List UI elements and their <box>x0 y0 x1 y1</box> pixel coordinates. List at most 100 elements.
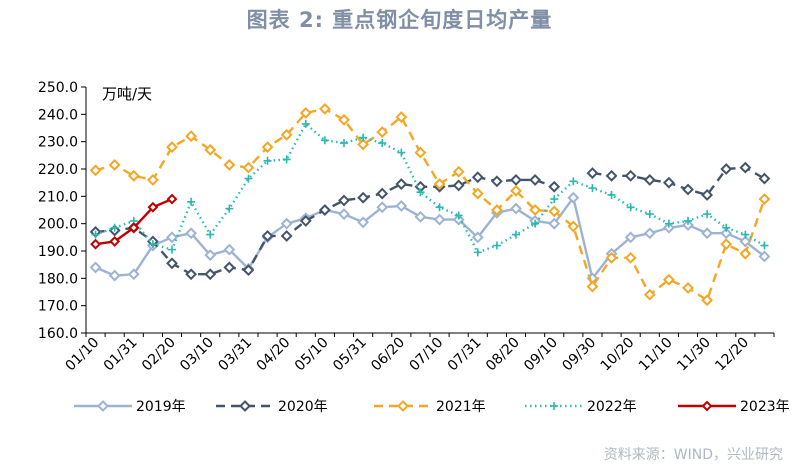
x-tick-label: 09/10 <box>521 335 561 375</box>
data-point-2020 <box>624 169 637 182</box>
data-point-2019 <box>414 210 427 223</box>
data-point-2021 <box>299 107 312 119</box>
legend-label: 2020年 <box>278 399 328 415</box>
data-point-2022 <box>340 139 348 148</box>
data-point-2020 <box>242 264 255 277</box>
series-line-2022 <box>95 122 766 254</box>
data-point-2020 <box>338 194 350 207</box>
data-point-2022 <box>244 174 253 183</box>
data-point-2021 <box>529 204 542 216</box>
x-tick-label: 05/31 <box>330 335 370 375</box>
data-point-2020 <box>586 167 599 180</box>
data-point-2022 <box>722 223 731 232</box>
data-point-2023 <box>109 236 121 247</box>
data-point-2020 <box>720 163 733 175</box>
data-point-2019 <box>624 231 637 244</box>
data-point-2021 <box>414 146 427 159</box>
data-point-2020 <box>643 174 656 186</box>
data-point-2021 <box>261 141 274 154</box>
plot-area: 250.0 240.0 230.0 220.0 210.0 200.0 190.0 180.0… <box>38 80 790 415</box>
x-tick-label: 11/10 <box>636 335 676 375</box>
legend-marker-2020 <box>239 400 251 412</box>
data-point-2021 <box>108 158 121 171</box>
data-point-2020 <box>490 175 503 188</box>
data-point-2020 <box>548 180 561 193</box>
y-tick-label: 190.0 <box>38 244 78 260</box>
data-point-2022 <box>416 188 425 197</box>
x-tick-label: 04/20 <box>254 335 294 375</box>
source-note: 资料来源：WIND，兴业研究 <box>603 447 783 463</box>
data-point-2020 <box>357 191 370 204</box>
data-point-2021 <box>720 238 733 251</box>
data-point-2021 <box>338 113 350 126</box>
data-point-2021 <box>605 251 618 264</box>
data-point-2020 <box>318 204 331 216</box>
data-point-2019 <box>758 250 771 263</box>
data-point-2020 <box>510 174 522 186</box>
data-point-2019 <box>567 191 580 204</box>
data-point-2021 <box>758 193 771 205</box>
data-point-2021 <box>682 281 694 294</box>
chart-title: 图表 2: 重点钢企旬度日均产量 <box>246 8 553 32</box>
data-point-2022 <box>168 245 176 254</box>
data-point-2022 <box>741 230 750 239</box>
data-point-2022 <box>110 223 119 232</box>
legend-marker-2022 <box>550 402 558 410</box>
data-point-2019 <box>548 217 561 230</box>
data-point-2020 <box>223 261 236 274</box>
data-point-2020 <box>529 174 542 186</box>
legend-marker-2023 <box>701 400 713 412</box>
data-point-2021 <box>146 174 159 186</box>
data-point-2020 <box>166 257 178 270</box>
y-tick-label: 200.0 <box>38 217 78 233</box>
data-point-2019 <box>471 231 484 244</box>
data-point-2019 <box>338 208 350 221</box>
data-point-2021 <box>127 169 140 182</box>
data-point-2021 <box>471 187 484 200</box>
data-point-2022 <box>760 241 769 250</box>
data-point-2019 <box>108 269 121 282</box>
data-point-2022 <box>492 241 501 250</box>
data-point-2022 <box>320 136 329 145</box>
data-point-2021 <box>242 161 255 174</box>
data-point-2022 <box>435 203 444 212</box>
y-tick-label: 170.0 <box>38 299 78 315</box>
data-point-2020 <box>185 268 198 281</box>
series-line-2020 <box>592 166 766 197</box>
data-point-2022 <box>588 184 597 193</box>
x-tick-label: 03/31 <box>215 335 255 375</box>
data-point-2019 <box>204 249 217 262</box>
data-point-2021 <box>662 273 675 286</box>
data-point-2019 <box>89 261 102 274</box>
data-point-2019 <box>223 243 236 256</box>
data-point-2020 <box>280 230 293 242</box>
y-tick-label: 180.0 <box>38 271 78 287</box>
data-point-2021 <box>357 138 370 151</box>
data-point-2021 <box>739 247 752 260</box>
data-point-2021 <box>586 280 599 293</box>
y-tick-label: 220.0 <box>38 162 78 178</box>
data-point-2019 <box>510 202 522 215</box>
data-point-2019 <box>395 199 408 212</box>
data-point-2021 <box>548 205 561 218</box>
data-point-2021 <box>318 102 331 115</box>
x-tick-label: 09/30 <box>559 335 599 375</box>
data-point-2022 <box>569 177 578 186</box>
data-point-2021 <box>567 220 580 233</box>
data-point-2021 <box>490 204 503 216</box>
data-point-2019 <box>720 227 733 240</box>
data-point-2019 <box>280 217 293 230</box>
x-tick-label: 06/20 <box>368 335 408 375</box>
data-point-2022 <box>550 195 559 204</box>
y-tick-label: 210.0 <box>38 189 78 205</box>
data-point-2019 <box>376 201 389 214</box>
data-point-2022 <box>148 240 157 249</box>
data-point-2020 <box>662 176 675 189</box>
data-point-2022 <box>301 119 310 128</box>
data-point-2022 <box>378 139 387 148</box>
data-point-2021 <box>395 111 408 123</box>
data-point-2020 <box>452 179 465 192</box>
data-point-2019 <box>185 227 198 240</box>
data-point-2020 <box>605 169 618 182</box>
data-point-2019 <box>643 227 656 240</box>
